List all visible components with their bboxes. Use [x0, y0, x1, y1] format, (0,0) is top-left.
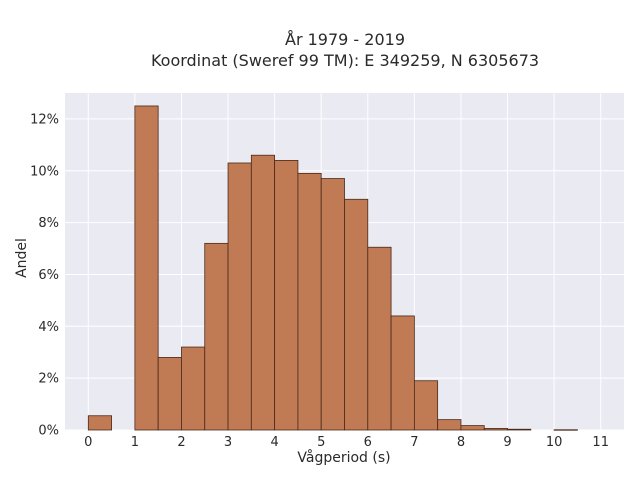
- y-tick-label: 4%: [38, 320, 59, 335]
- y-axis-ticks: 0% 2% 4% 6% 8% 10% 12%: [30, 112, 59, 438]
- chart-title-line2: Koordinat (Sweref 99 TM): E 349259, N 63…: [151, 51, 539, 70]
- histogram-bar: [227, 162, 252, 431]
- x-tick-label: 1: [131, 435, 139, 450]
- y-tick-label: 6%: [38, 268, 59, 283]
- y-tick-label: 2%: [38, 372, 59, 387]
- histogram-bar: [181, 346, 206, 431]
- histogram-bar: [274, 159, 299, 431]
- histogram-bar: [390, 315, 415, 431]
- y-tick-label: 12%: [30, 112, 59, 127]
- x-tick-label: 8: [457, 435, 465, 450]
- y-tick-label: 0%: [38, 424, 59, 439]
- histogram-bar: [204, 242, 229, 431]
- histogram-bars: [87, 105, 578, 431]
- x-tick-label: 9: [503, 435, 511, 450]
- x-tick-label: 2: [177, 435, 185, 450]
- x-tick-label: 5: [317, 435, 325, 450]
- histogram-bar: [157, 357, 182, 431]
- x-tick-label: 0: [84, 435, 92, 450]
- y-tick-label: 10%: [30, 164, 59, 179]
- histogram-bar: [437, 419, 462, 431]
- histogram-bar: [413, 380, 439, 431]
- x-axis-ticks: 0 1 2 3 4 5 6 7 8 9 10 11: [84, 435, 609, 450]
- histogram-bar: [507, 428, 532, 431]
- x-tick-label: 10: [546, 435, 563, 450]
- histogram-bar: [483, 428, 508, 431]
- histogram-bar: [87, 415, 112, 431]
- histogram-bar: [344, 198, 369, 431]
- histogram-bar: [460, 425, 485, 431]
- histogram-bar: [553, 429, 578, 431]
- x-tick-label: 6: [364, 435, 372, 450]
- histogram-bar: [297, 172, 322, 431]
- chart-title-line1: År 1979 - 2019: [285, 30, 405, 49]
- x-tick-label: 3: [224, 435, 232, 450]
- histogram-bar: [250, 154, 276, 431]
- x-axis-label: Vågperiod (s): [297, 449, 390, 466]
- x-tick-label: 7: [410, 435, 418, 450]
- histogram-bar: [367, 246, 392, 431]
- x-tick-label: 11: [592, 435, 609, 450]
- x-tick-label: 4: [270, 435, 278, 450]
- histogram-bar: [320, 178, 345, 431]
- y-axis-label: Andel: [14, 238, 30, 278]
- y-tick-label: 8%: [38, 216, 59, 231]
- histogram-bar: [134, 105, 159, 431]
